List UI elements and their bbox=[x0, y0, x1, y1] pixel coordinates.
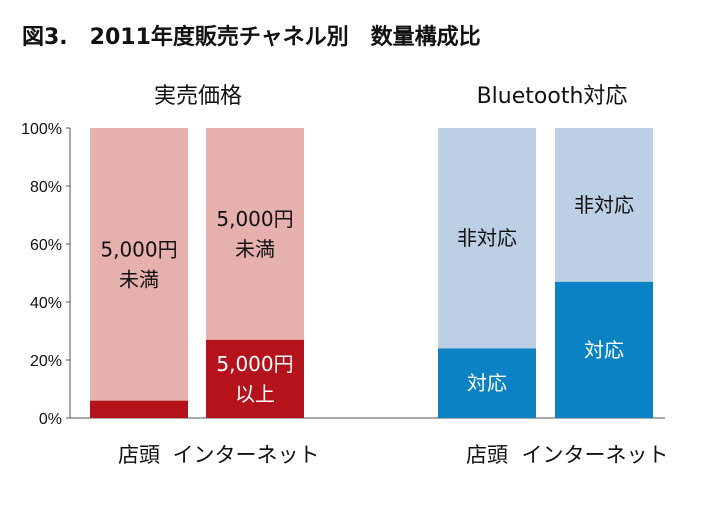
category-label: 店頭 bbox=[118, 443, 160, 467]
segment-label: 5,000円 bbox=[100, 237, 177, 261]
bar-segment bbox=[90, 400, 188, 418]
bars bbox=[90, 128, 653, 418]
bar-segment bbox=[206, 128, 304, 340]
chart-title: 図3. 2011年度販売チャネル別 数量構成比 bbox=[22, 24, 481, 50]
segment-label: 5,000円 bbox=[216, 207, 293, 231]
group-titles: 実売価格 Bluetooth対応 bbox=[154, 84, 627, 109]
bar-segment bbox=[206, 339, 304, 418]
group-title: Bluetooth対応 bbox=[477, 84, 628, 109]
bar-segment bbox=[438, 128, 536, 349]
y-tick-label: 80% bbox=[30, 179, 62, 196]
y-tick-label: 60% bbox=[30, 237, 62, 254]
bar-segment bbox=[555, 281, 653, 418]
y-axis-ticks: 0% 20% 40% 60% 80% 100% bbox=[21, 121, 70, 428]
segment-label: 非対応 bbox=[457, 226, 517, 250]
y-tick-label: 100% bbox=[21, 121, 62, 138]
group-title: 実売価格 bbox=[154, 84, 242, 109]
y-tick-label: 40% bbox=[30, 295, 62, 312]
segment-label: 未満 bbox=[235, 237, 275, 261]
category-label: インターネット bbox=[522, 443, 669, 467]
segment-label: 5,000円 bbox=[216, 352, 293, 376]
bar-segment bbox=[90, 128, 188, 401]
segment-label: 非対応 bbox=[574, 193, 634, 217]
bar-segment bbox=[438, 348, 536, 418]
category-label: 店頭 bbox=[466, 443, 508, 467]
bar-segment bbox=[555, 128, 653, 282]
segment-label: 未満 bbox=[119, 267, 159, 291]
segment-label: 対応 bbox=[467, 371, 507, 395]
segment-label: 以上 bbox=[235, 382, 275, 406]
y-tick-label: 0% bbox=[39, 411, 62, 428]
y-tick-label: 20% bbox=[30, 353, 62, 370]
category-labels: 店頭 インターネット 店頭 インターネット bbox=[118, 443, 669, 467]
category-label: インターネット bbox=[173, 443, 320, 467]
segment-label: 対応 bbox=[584, 338, 624, 362]
